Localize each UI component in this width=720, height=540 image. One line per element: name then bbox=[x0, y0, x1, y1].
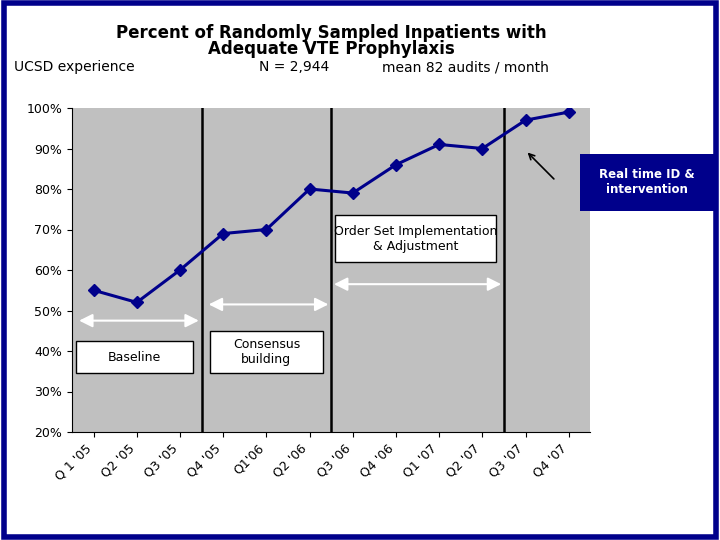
Text: →: → bbox=[602, 219, 631, 253]
Text: Adequate VTE Prophylaxis: Adequate VTE Prophylaxis bbox=[208, 40, 454, 58]
Text: Baseline: Baseline bbox=[108, 350, 161, 363]
FancyBboxPatch shape bbox=[76, 341, 194, 373]
Text: mean 82 audits / month: mean 82 audits / month bbox=[382, 60, 549, 75]
Text: N = 2,944: N = 2,944 bbox=[259, 60, 330, 75]
Text: UCSD experience: UCSD experience bbox=[14, 60, 135, 75]
Text: Order Set Implementation
& Adjustment: Order Set Implementation & Adjustment bbox=[334, 225, 497, 253]
Text: Real time ID &
intervention: Real time ID & intervention bbox=[600, 168, 695, 196]
FancyBboxPatch shape bbox=[335, 215, 496, 262]
Text: Consensus
building: Consensus building bbox=[233, 338, 300, 366]
FancyBboxPatch shape bbox=[210, 330, 323, 373]
Text: Percent of Randomly Sampled Inpatients with: Percent of Randomly Sampled Inpatients w… bbox=[116, 24, 546, 42]
